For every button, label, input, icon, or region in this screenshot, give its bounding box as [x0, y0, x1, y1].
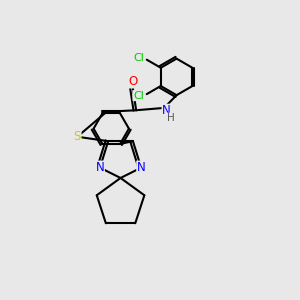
- Text: Cl: Cl: [133, 91, 144, 100]
- Text: O: O: [128, 75, 137, 88]
- Text: H: H: [167, 113, 175, 123]
- Text: N: N: [162, 104, 171, 117]
- Text: Cl: Cl: [133, 53, 144, 63]
- Text: N: N: [96, 161, 104, 174]
- Text: N: N: [137, 161, 146, 174]
- Text: S: S: [74, 130, 81, 143]
